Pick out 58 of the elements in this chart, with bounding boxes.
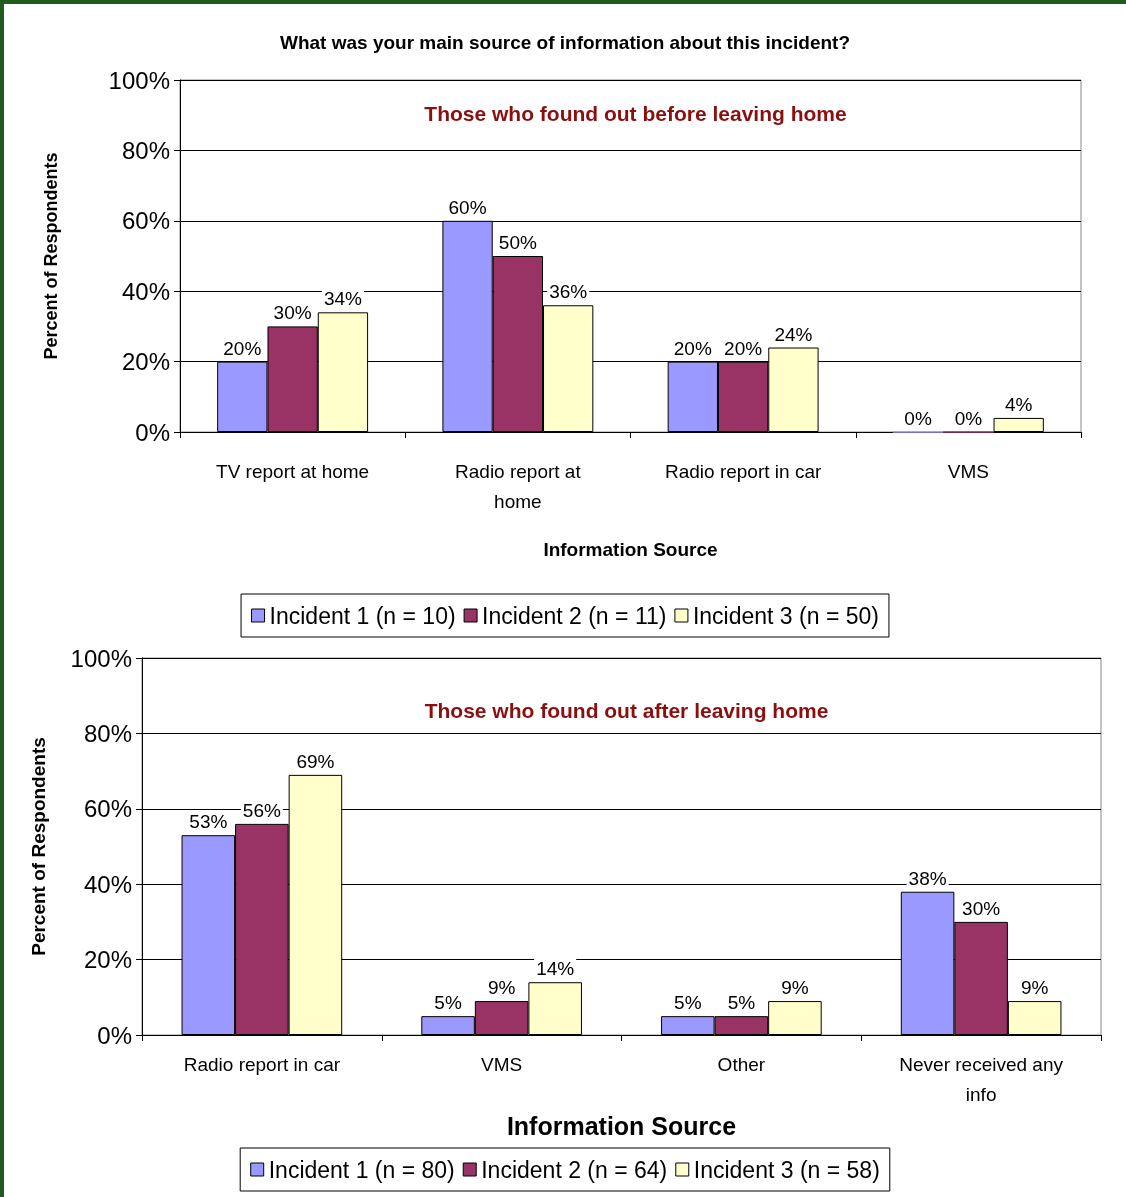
data-label: 38% [908,867,947,889]
x-tick-label: VMS [947,460,989,482]
bar [993,417,1044,432]
legend-label: Incident 2 (n = 11) [482,602,667,629]
data-label: 36% [549,281,588,303]
data-label: 5% [727,992,756,1014]
y-tick-label: 40% [83,870,132,898]
x-axis-title: Information Source [506,1112,737,1141]
y-tick-label: 80% [121,136,170,164]
x-tick-label: TV report at home [216,460,370,482]
x-tick-label: Radio report in car [664,460,822,482]
y-tick-label: 80% [83,719,132,747]
data-label: 5% [434,992,462,1014]
data-label: 20% [724,337,763,359]
legend-label: Incident 1 (n = 10) [269,602,456,629]
y-axis-title: Percent of Respondents [28,737,49,956]
y-tick-label: 0% [97,1021,132,1049]
y-tick-label: 0% [135,418,170,446]
data-label: 20% [223,337,262,359]
data-label: 30% [273,302,312,324]
data-label: 53% [189,811,228,833]
data-label: 50% [498,232,537,253]
y-tick-label: 60% [83,795,132,823]
data-label: 0% [954,407,983,429]
data-label: 4% [1004,393,1033,415]
text: Those who found out before leaving home [424,102,847,125]
data-label: 69% [296,750,335,772]
data-label: 30% [962,897,1001,919]
y-tick-label: 20% [121,348,170,376]
data-label: 9% [487,977,516,999]
legend-label: Incident 3 (n = 50) [692,602,879,629]
x-tick-label: Never received any info [899,1053,1064,1105]
y-tick-label: 100% [70,644,132,672]
legend-label: Incident 3 (n = 58) [693,1156,880,1183]
data-label: 60% [448,196,487,218]
data-label: 56% [242,799,281,821]
data-label: 14% [536,958,575,980]
data-label: 9% [1020,977,1049,999]
x-tick-label: Radio report in car [183,1053,341,1075]
x-tick-label: Other [717,1053,766,1075]
legend-label: Incident 2 (n = 64) [481,1156,668,1183]
y-tick-label: 40% [121,277,170,305]
data-label: 20% [673,337,712,359]
legend-label: Incident 1 (n = 80) [268,1156,455,1183]
y-axis-title: Percent of Respondents [41,152,61,360]
x-tick-label: Radio report at home [455,460,582,512]
y-tick-label: 100% [108,66,170,94]
text: Those who found out after leaving home [424,699,829,722]
data-label: 9% [781,977,809,999]
chart-title: What was your main source of information about this incident? [279,32,851,53]
data-label: 34% [323,288,363,310]
data-label: 0% [904,407,932,429]
data-label: 5% [674,992,702,1014]
y-tick-label: 60% [121,207,170,235]
x-axis-title: Information Source [543,539,718,560]
x-tick-label: VMS [481,1053,523,1075]
y-tick-label: 20% [83,946,132,974]
data-label: 24% [774,323,813,345]
